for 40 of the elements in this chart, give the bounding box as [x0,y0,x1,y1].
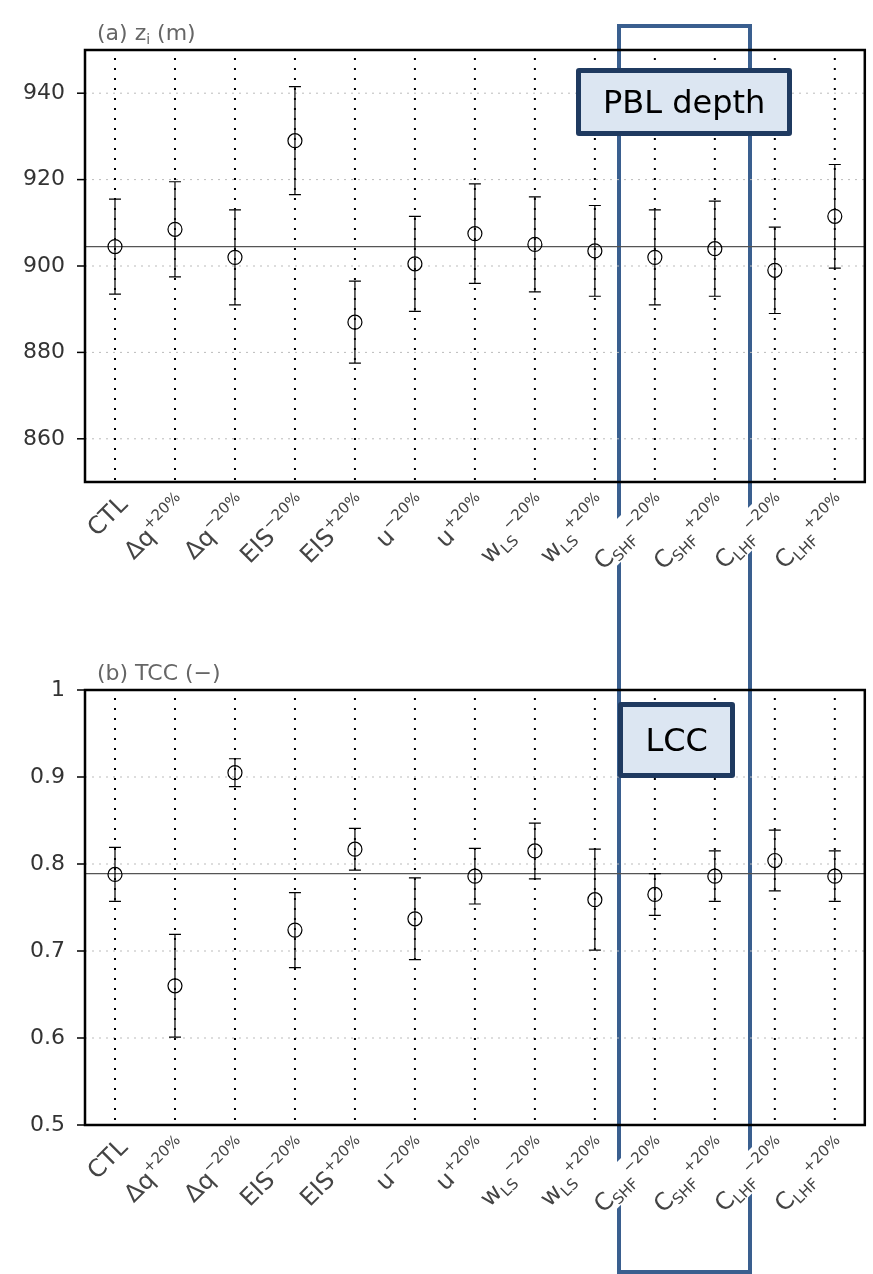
point [467,226,483,242]
y-tick-label: 0.9 [30,762,65,788]
y-tick-label: 0.8 [30,849,65,875]
point [767,262,783,278]
point [647,886,663,903]
annotation: PBL depth [575,68,793,136]
y-tick-label: 1 [51,675,65,701]
point [407,256,423,272]
point [587,892,603,908]
y-tick-label: 940 [23,78,65,104]
point [167,221,183,237]
point [107,238,123,255]
point [167,978,183,994]
y-tick-label: 0.5 [30,1110,65,1136]
y-tick-label: 880 [23,338,65,364]
y-tick-label: 0.6 [30,1023,65,1049]
y-tick-label: 900 [23,251,65,277]
point [527,843,543,859]
point [407,911,423,927]
y-tick-label: 860 [23,424,65,450]
point [827,208,843,224]
point [107,866,123,883]
chart-title: (b) TCC (−) [97,660,221,685]
point [227,249,243,265]
point [827,868,843,884]
y-tick-label: 0.7 [30,936,65,962]
point [707,868,723,884]
point [527,236,543,252]
point [647,249,663,265]
point [467,868,483,884]
annotation: LCC [618,702,735,778]
point [587,243,603,259]
point [287,133,303,149]
point [347,314,363,330]
point [227,765,243,781]
y-tick-label: 920 [23,165,65,191]
point [767,852,783,869]
point [347,841,363,857]
point [707,241,723,257]
point [287,922,303,938]
